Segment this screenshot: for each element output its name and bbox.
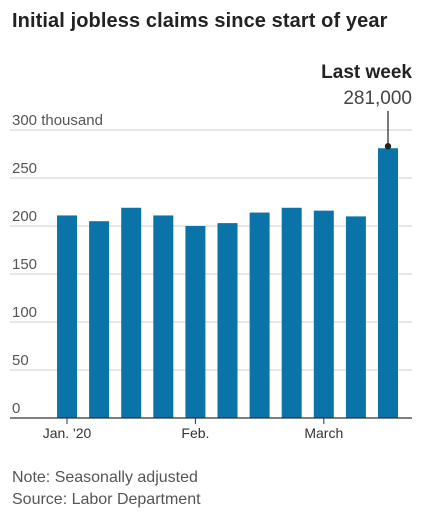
bar: [281, 207, 302, 418]
annotation-dot: [384, 143, 392, 150]
y-axis-labels: 0 50 100 150 200 250 300 thousand: [12, 112, 103, 417]
bars: [57, 148, 398, 419]
bar: [121, 207, 142, 418]
y-tick-label: 0: [12, 400, 20, 417]
x-tick-label: March: [304, 425, 343, 441]
y-tick-label: 100: [12, 304, 37, 321]
y-tick-label: 300 thousand: [12, 112, 103, 129]
bar-chart: 0 50 100 150 200 250 300 thousand Jan. '20 Feb.…: [10, 62, 412, 441]
gridlines: [10, 129, 412, 371]
y-tick-label: 200: [12, 208, 37, 225]
bar: [249, 212, 270, 418]
y-tick-label: 250: [12, 160, 37, 177]
footnote-note: Note: Seasonally adjusted: [12, 469, 198, 486]
bar: [313, 210, 334, 418]
annotation-title: Last week: [321, 62, 412, 83]
y-tick-label: 150: [12, 256, 37, 273]
bar: [217, 223, 238, 418]
bar: [345, 216, 366, 418]
annotation: Last week 281,000: [321, 62, 412, 150]
bar: [153, 215, 174, 418]
annotation-value: 281,000: [343, 88, 412, 109]
x-tick-label: Jan. '20: [43, 425, 92, 441]
bar: [89, 221, 110, 418]
x-axis: Jan. '20 Feb. March: [10, 417, 412, 441]
bar: [378, 148, 398, 419]
x-tick-label: Feb.: [181, 425, 209, 441]
bar: [185, 226, 206, 418]
chart-title: Initial jobless claims since start of ye…: [12, 10, 388, 32]
footnote-source: Source: Labor Department: [12, 491, 201, 508]
y-tick-label: 50: [12, 352, 29, 369]
bar: [57, 215, 77, 418]
